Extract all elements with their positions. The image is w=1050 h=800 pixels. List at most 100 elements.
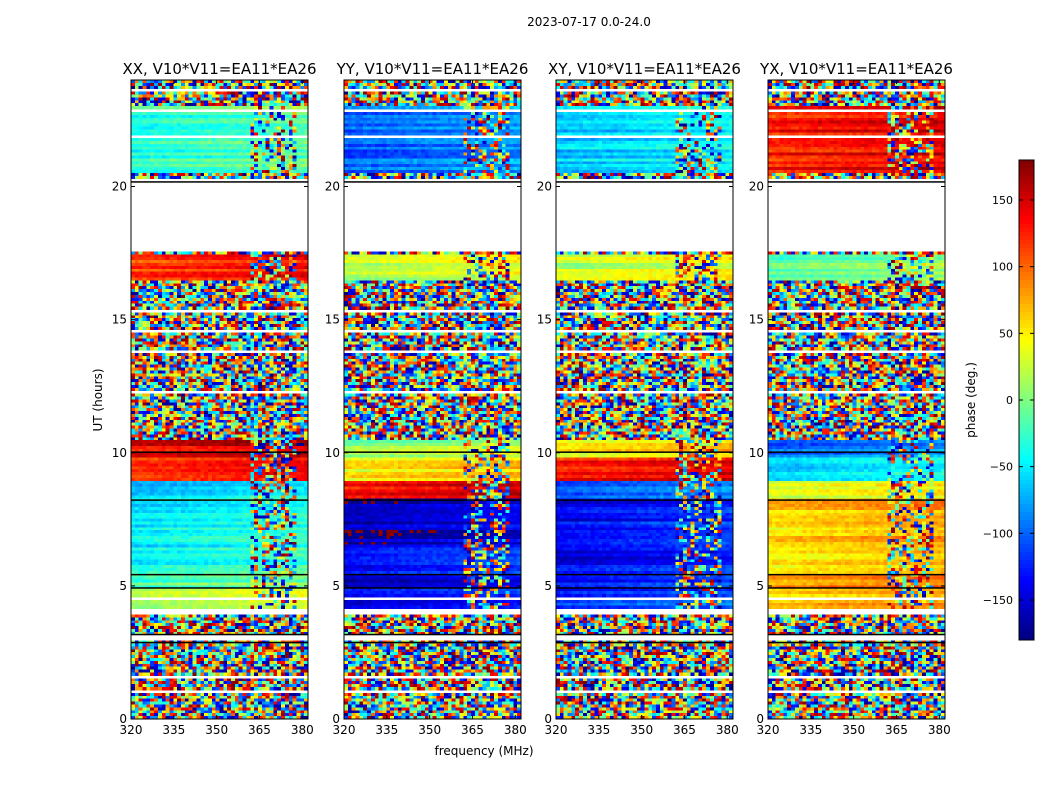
heatmap-cell <box>204 251 208 254</box>
heatmap-cell <box>166 304 170 307</box>
heatmap-cell <box>300 315 304 318</box>
heatmap-cell <box>169 272 173 275</box>
heatmap-cell <box>166 289 170 292</box>
heatmap-cell <box>273 295 277 298</box>
heatmap-cell <box>235 150 239 153</box>
heatmap-cell <box>173 298 177 301</box>
heatmap-cell <box>281 115 285 118</box>
heatmap-cell <box>281 263 285 266</box>
heatmap-cell <box>173 289 177 292</box>
heatmap-cell <box>158 278 162 281</box>
heatmap-cell <box>289 124 293 127</box>
heatmap-cell <box>150 266 154 269</box>
heatmap-cell <box>246 307 250 310</box>
heatmap-cell <box>289 121 293 124</box>
heatmap-cell <box>220 272 224 275</box>
heatmap-cell <box>300 173 304 176</box>
heatmap-cell <box>204 103 208 106</box>
heatmap-cell <box>270 112 274 115</box>
heatmap-cell <box>131 275 135 278</box>
heatmap-cell <box>285 83 289 86</box>
heatmap-cell <box>289 312 293 315</box>
heatmap-cell <box>189 275 193 278</box>
heatmap-cell <box>154 141 158 144</box>
heatmap-cell <box>289 295 293 298</box>
heatmap-cell <box>212 83 216 86</box>
heatmap-cell <box>189 124 193 127</box>
heatmap-cell <box>193 167 197 170</box>
heatmap-cell <box>246 95 250 98</box>
heatmap-cell <box>254 283 258 286</box>
heatmap-cell <box>181 100 185 103</box>
heatmap-cell <box>135 170 139 173</box>
heatmap-cell <box>262 286 266 289</box>
heatmap-cell <box>273 315 277 318</box>
heatmap-cell <box>281 167 285 170</box>
heatmap-cell <box>185 298 189 301</box>
heatmap-cell <box>235 124 239 127</box>
heatmap-cell <box>135 307 139 310</box>
heatmap-cell <box>212 103 216 106</box>
heatmap-cell <box>246 251 250 254</box>
heatmap-cell <box>193 263 197 266</box>
heatmap-cell <box>139 164 143 167</box>
heatmap-cell <box>235 86 239 89</box>
heatmap-cell <box>185 126 189 129</box>
heatmap-cell <box>131 257 135 260</box>
heatmap-cell <box>250 257 254 260</box>
heatmap-cell <box>227 315 231 318</box>
heatmap-cell <box>300 260 304 263</box>
heatmap-cell <box>212 272 216 275</box>
heatmap-cell <box>200 260 204 263</box>
heatmap-cell <box>223 280 227 283</box>
heatmap-cell <box>258 112 262 115</box>
heatmap-cell <box>173 121 177 124</box>
heatmap-cell <box>285 147 289 150</box>
heatmap-cell <box>273 132 277 135</box>
heatmap-cell <box>262 103 266 106</box>
heatmap-cell <box>204 138 208 141</box>
heatmap-cell <box>235 307 239 310</box>
heatmap-cell <box>189 106 193 109</box>
heatmap-cell <box>266 278 270 281</box>
heatmap-cell <box>231 144 235 147</box>
heatmap-cell <box>185 103 189 106</box>
heatmap-cell <box>277 118 281 121</box>
heatmap-cell <box>293 307 297 310</box>
heatmap-cell <box>281 129 285 132</box>
heatmap-cell <box>266 161 270 164</box>
heatmap-cell <box>270 260 274 263</box>
heatmap-cell <box>235 167 239 170</box>
heatmap-cell <box>289 150 293 153</box>
heatmap-cell <box>166 150 170 153</box>
heatmap-cell <box>139 278 143 281</box>
heatmap-cell <box>273 269 277 272</box>
heatmap-cell <box>270 86 274 89</box>
heatmap-cell <box>135 298 139 301</box>
heatmap-cell <box>173 272 177 275</box>
heatmap-cell <box>193 95 197 98</box>
heatmap-cell <box>235 121 239 124</box>
heatmap-cell <box>270 280 274 283</box>
panels-group: XX, V10*V11=EA11*EA26320 335 350 365 3800510… <box>112 60 953 737</box>
heatmap-cell <box>223 156 227 159</box>
heatmap-cell <box>131 118 135 121</box>
heatmap-cell <box>277 156 281 159</box>
heatmap-cell <box>193 153 197 156</box>
heatmap-cell <box>296 269 300 272</box>
heatmap-cell <box>158 292 162 295</box>
heatmap-cell <box>254 286 258 289</box>
heatmap-cell <box>204 269 208 272</box>
heatmap-cell <box>289 263 293 266</box>
heatmap-cell <box>285 132 289 135</box>
heatmap-cell <box>239 170 243 173</box>
heatmap-cell <box>146 161 150 164</box>
heatmap-cell <box>254 129 258 132</box>
heatmap-cell <box>243 92 247 95</box>
heatmap-cell <box>246 269 250 272</box>
heatmap-cell <box>173 95 177 98</box>
heatmap-cell <box>243 275 247 278</box>
heatmap-cell <box>300 301 304 304</box>
heatmap-cell <box>166 173 170 176</box>
heatmap-cell <box>270 254 274 257</box>
